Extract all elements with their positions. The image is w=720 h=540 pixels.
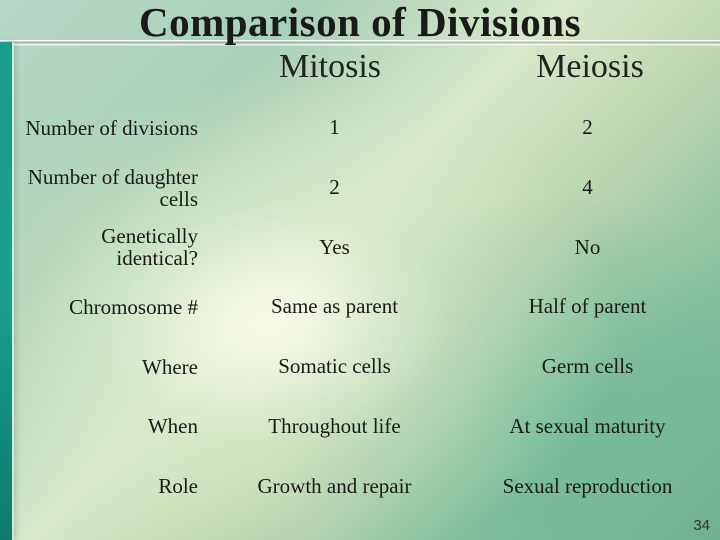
table-row: Number of divisions 1 2	[18, 98, 714, 158]
table-row: Where Somatic cells Germ cells	[18, 337, 714, 397]
row-label: Number of daughter cells	[18, 166, 208, 210]
cell: Sexual reproduction	[461, 475, 714, 498]
cell: Germ cells	[461, 355, 714, 378]
row-label: Genetically identical?	[18, 225, 208, 269]
table-row: Role Growth and repair Sexual reproducti…	[18, 456, 714, 516]
row-label: Role	[18, 475, 208, 497]
cell: Half of parent	[461, 295, 714, 318]
cell: 2	[461, 116, 714, 139]
cell: Growth and repair	[208, 475, 461, 498]
slide-title: Comparison of Divisions	[0, 0, 720, 46]
table-row: When Throughout life At sexual maturity	[18, 397, 714, 457]
cell: Yes	[208, 236, 461, 259]
cell: At sexual maturity	[461, 415, 714, 438]
cell: No	[461, 236, 714, 259]
row-label: Chromosome #	[18, 296, 208, 318]
column-header-mitosis: Mitosis	[200, 48, 460, 86]
sidebar-accent	[0, 42, 14, 540]
page-number: 34	[693, 517, 710, 534]
table-row: Chromosome # Same as parent Half of pare…	[18, 277, 714, 337]
table-row: Genetically identical? Yes No	[18, 217, 714, 277]
row-label: Where	[18, 356, 208, 378]
cell: 4	[461, 176, 714, 199]
row-label: Number of divisions	[18, 117, 208, 139]
cell: Throughout life	[208, 415, 461, 438]
column-header-meiosis: Meiosis	[460, 48, 720, 86]
table-row: Number of daughter cells 2 4	[18, 158, 714, 218]
column-headers: Mitosis Meiosis	[0, 48, 720, 86]
header-spacer	[0, 48, 200, 86]
cell: Somatic cells	[208, 355, 461, 378]
cell: 1	[208, 116, 461, 139]
cell: Same as parent	[208, 295, 461, 318]
row-label: When	[18, 415, 208, 437]
comparison-table: Number of divisions 1 2 Number of daught…	[18, 98, 714, 516]
cell: 2	[208, 176, 461, 199]
